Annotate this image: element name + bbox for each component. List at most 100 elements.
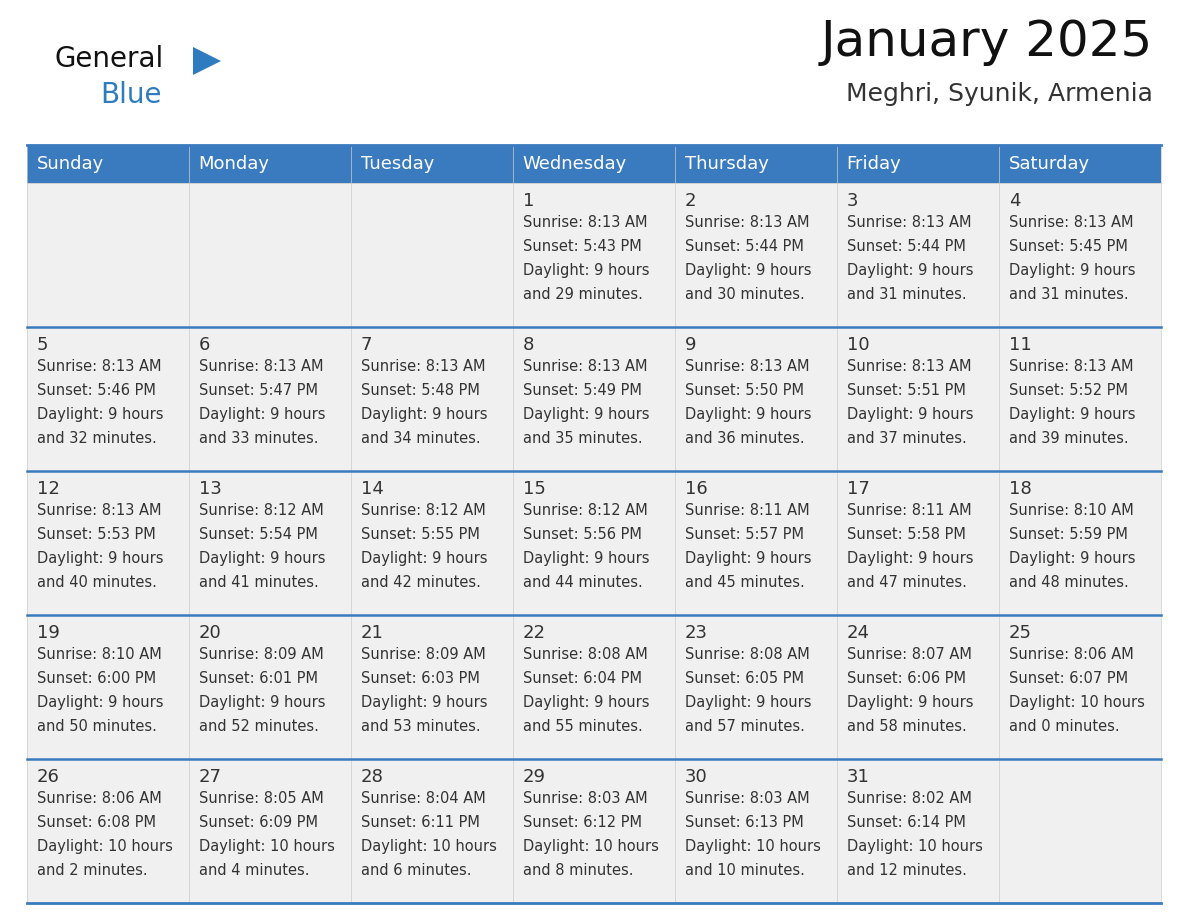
Text: Sunrise: 8:10 AM: Sunrise: 8:10 AM (1009, 503, 1133, 518)
Text: and 8 minutes.: and 8 minutes. (523, 863, 633, 879)
Text: and 47 minutes.: and 47 minutes. (847, 576, 967, 590)
Text: 4: 4 (1009, 192, 1020, 209)
Text: January 2025: January 2025 (821, 18, 1154, 66)
Text: and 33 minutes.: and 33 minutes. (198, 431, 318, 446)
Text: 17: 17 (847, 479, 870, 498)
Text: and 52 minutes.: and 52 minutes. (198, 720, 318, 734)
Text: Sunset: 6:09 PM: Sunset: 6:09 PM (198, 815, 317, 830)
Text: Sunrise: 8:13 AM: Sunrise: 8:13 AM (684, 215, 809, 230)
Text: 26: 26 (37, 767, 59, 786)
Text: and 12 minutes.: and 12 minutes. (847, 863, 967, 879)
Text: Sunset: 5:54 PM: Sunset: 5:54 PM (198, 527, 317, 542)
Bar (838, 327, 999, 471)
Text: Blue: Blue (100, 81, 162, 109)
Polygon shape (192, 47, 221, 75)
Text: Sunrise: 8:09 AM: Sunrise: 8:09 AM (361, 646, 486, 662)
Text: Sunrise: 8:06 AM: Sunrise: 8:06 AM (1009, 646, 1133, 662)
Text: Sunrise: 8:13 AM: Sunrise: 8:13 AM (1009, 215, 1133, 230)
Text: and 0 minutes.: and 0 minutes. (1009, 720, 1119, 734)
Text: and 32 minutes.: and 32 minutes. (37, 431, 157, 446)
Text: Sunrise: 8:13 AM: Sunrise: 8:13 AM (523, 215, 647, 230)
Text: Sunset: 6:00 PM: Sunset: 6:00 PM (37, 671, 156, 686)
Text: Sunset: 5:48 PM: Sunset: 5:48 PM (361, 383, 480, 397)
Text: and 10 minutes.: and 10 minutes. (684, 863, 804, 879)
Text: and 50 minutes.: and 50 minutes. (37, 720, 157, 734)
Text: Sunset: 5:44 PM: Sunset: 5:44 PM (684, 239, 803, 254)
Text: 21: 21 (361, 623, 384, 642)
Text: Sunrise: 8:07 AM: Sunrise: 8:07 AM (847, 646, 972, 662)
Text: Sunset: 6:01 PM: Sunset: 6:01 PM (198, 671, 317, 686)
Text: Sunrise: 8:13 AM: Sunrise: 8:13 AM (684, 359, 809, 374)
Text: Sunset: 5:50 PM: Sunset: 5:50 PM (684, 383, 804, 397)
Bar (350, 615, 513, 759)
Text: and 44 minutes.: and 44 minutes. (523, 576, 643, 590)
Text: 6: 6 (198, 336, 210, 353)
Text: and 4 minutes.: and 4 minutes. (198, 863, 309, 879)
Text: Sunrise: 8:13 AM: Sunrise: 8:13 AM (37, 503, 162, 518)
Text: Sunset: 5:44 PM: Sunset: 5:44 PM (847, 239, 966, 254)
Text: Sunset: 6:05 PM: Sunset: 6:05 PM (684, 671, 804, 686)
Bar (999, 615, 1161, 759)
Text: Sunrise: 8:12 AM: Sunrise: 8:12 AM (523, 503, 647, 518)
Text: Sunrise: 8:02 AM: Sunrise: 8:02 AM (847, 790, 972, 806)
Bar (189, 183, 350, 327)
Text: Sunrise: 8:13 AM: Sunrise: 8:13 AM (847, 215, 972, 230)
Text: 25: 25 (1009, 623, 1031, 642)
Text: Sunrise: 8:11 AM: Sunrise: 8:11 AM (684, 503, 809, 518)
Text: Sunset: 6:12 PM: Sunset: 6:12 PM (523, 815, 642, 830)
Bar (999, 327, 1161, 471)
Bar (27, 615, 189, 759)
Text: and 57 minutes.: and 57 minutes. (684, 720, 804, 734)
Text: Sunrise: 8:09 AM: Sunrise: 8:09 AM (198, 646, 323, 662)
Text: Monday: Monday (198, 155, 270, 173)
Text: Thursday: Thursday (684, 155, 769, 173)
Text: and 29 minutes.: and 29 minutes. (523, 287, 643, 302)
Text: Sunset: 5:57 PM: Sunset: 5:57 PM (684, 527, 804, 542)
Text: Sunset: 5:49 PM: Sunset: 5:49 PM (523, 383, 642, 397)
Bar (999, 759, 1161, 903)
Text: Sunrise: 8:13 AM: Sunrise: 8:13 AM (847, 359, 972, 374)
Bar (189, 327, 350, 471)
Text: Daylight: 9 hours: Daylight: 9 hours (523, 695, 649, 710)
Text: 18: 18 (1009, 479, 1031, 498)
Text: Daylight: 9 hours: Daylight: 9 hours (684, 263, 811, 278)
Bar (189, 471, 350, 615)
Text: Daylight: 9 hours: Daylight: 9 hours (198, 407, 326, 422)
Text: 3: 3 (847, 192, 858, 209)
Bar (350, 471, 513, 615)
Text: and 55 minutes.: and 55 minutes. (523, 720, 643, 734)
Text: Daylight: 9 hours: Daylight: 9 hours (361, 551, 487, 566)
Bar (838, 471, 999, 615)
Text: Daylight: 10 hours: Daylight: 10 hours (684, 839, 821, 854)
Text: Sunrise: 8:11 AM: Sunrise: 8:11 AM (847, 503, 972, 518)
Text: 11: 11 (1009, 336, 1031, 353)
Bar (513, 471, 675, 615)
Text: and 42 minutes.: and 42 minutes. (361, 576, 481, 590)
Text: Daylight: 9 hours: Daylight: 9 hours (847, 695, 973, 710)
Bar (189, 615, 350, 759)
Text: Daylight: 9 hours: Daylight: 9 hours (523, 263, 649, 278)
Text: Sunset: 5:53 PM: Sunset: 5:53 PM (37, 527, 156, 542)
Bar (350, 759, 513, 903)
Bar (513, 759, 675, 903)
Text: and 36 minutes.: and 36 minutes. (684, 431, 804, 446)
Text: 23: 23 (684, 623, 708, 642)
Text: Daylight: 9 hours: Daylight: 9 hours (847, 551, 973, 566)
Text: Sunset: 5:43 PM: Sunset: 5:43 PM (523, 239, 642, 254)
Text: Sunday: Sunday (37, 155, 105, 173)
Text: Daylight: 9 hours: Daylight: 9 hours (37, 407, 163, 422)
Bar (838, 183, 999, 327)
Text: Sunrise: 8:13 AM: Sunrise: 8:13 AM (361, 359, 485, 374)
Text: Sunrise: 8:13 AM: Sunrise: 8:13 AM (37, 359, 162, 374)
Text: and 58 minutes.: and 58 minutes. (847, 720, 967, 734)
Text: Daylight: 9 hours: Daylight: 9 hours (684, 695, 811, 710)
Text: Sunset: 5:52 PM: Sunset: 5:52 PM (1009, 383, 1127, 397)
Text: Sunrise: 8:03 AM: Sunrise: 8:03 AM (684, 790, 809, 806)
Bar (675, 615, 838, 759)
Text: Daylight: 9 hours: Daylight: 9 hours (523, 551, 649, 566)
Text: Daylight: 9 hours: Daylight: 9 hours (684, 551, 811, 566)
Text: Sunrise: 8:13 AM: Sunrise: 8:13 AM (198, 359, 323, 374)
Text: Sunrise: 8:08 AM: Sunrise: 8:08 AM (684, 646, 809, 662)
Text: Daylight: 9 hours: Daylight: 9 hours (847, 407, 973, 422)
Text: and 53 minutes.: and 53 minutes. (361, 720, 480, 734)
